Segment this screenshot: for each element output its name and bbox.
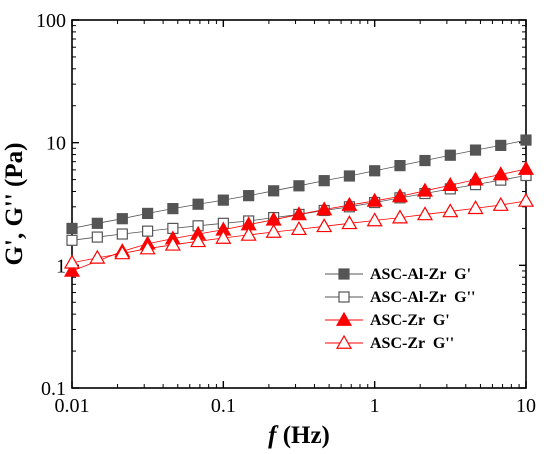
legend-item: ASC-Al-Zr G'' [325, 289, 475, 306]
data-point [164, 236, 181, 251]
data-point [416, 206, 434, 221]
data-point [343, 170, 356, 182]
y-tick-label: 1 [56, 255, 66, 277]
y-tick-label: 100 [36, 10, 66, 32]
legend-marker [338, 291, 350, 303]
plot-frame [71, 19, 527, 389]
data-point [442, 176, 459, 192]
data-point [63, 262, 81, 277]
legend-label: ASC-Al-Zr G' [370, 266, 471, 283]
data-point [167, 203, 179, 215]
x-tick-label: 0.1 [211, 395, 236, 417]
legend: ASC-Al-Zr G' ASC-Al-Zr G'' ASC-Zr G' ASC-Zr… [325, 266, 475, 352]
data-point [492, 166, 509, 181]
data-point [290, 206, 307, 221]
data-point [66, 222, 78, 235]
y-axis-label: G', G'' (Pa) [1, 143, 28, 266]
data-point [467, 171, 484, 186]
data-point [217, 194, 229, 206]
y-tick-label: 10 [46, 133, 66, 155]
data-point [419, 154, 431, 167]
data-point [341, 215, 358, 230]
data-point [91, 231, 103, 243]
legend-item: ASC-Al-Zr G' [325, 266, 471, 283]
data-point [444, 149, 456, 161]
series-0 [66, 134, 532, 235]
data-point [469, 144, 482, 156]
x-tick-label: 1 [370, 395, 380, 417]
legend-marker [335, 311, 353, 326]
x-tick-label: 0.01 [55, 395, 90, 417]
data-point [391, 209, 409, 224]
x-axis-label-rest: (Hz) [276, 422, 329, 449]
data-point [265, 223, 282, 238]
data-point [91, 217, 103, 229]
legend-item: ASC-Zr G' [325, 311, 450, 329]
data-point [492, 196, 509, 211]
data-point [290, 221, 307, 236]
data-point [495, 139, 507, 151]
data-point [116, 228, 128, 240]
data-point [240, 226, 257, 241]
data-point [116, 213, 128, 225]
legend-label: ASC-Al-Zr G'' [370, 289, 475, 306]
x-axis-label-italic: f [268, 422, 279, 449]
data-point [366, 212, 383, 227]
data-point [442, 203, 459, 218]
data-point [142, 225, 154, 237]
data-point [517, 160, 535, 175]
data-point [66, 234, 78, 246]
data-point [139, 240, 156, 255]
data-point [192, 198, 204, 210]
data-point [190, 233, 207, 248]
y-tick-label: 0.1 [41, 378, 66, 400]
data-point [316, 201, 333, 216]
data-point [89, 249, 106, 264]
data-point [394, 160, 406, 172]
data-point [316, 218, 333, 233]
data-point [215, 229, 232, 244]
data-point [243, 190, 255, 202]
data-point [366, 192, 383, 207]
data-point [341, 196, 358, 211]
legend-item: ASC-Zr G'' [325, 334, 454, 352]
data-point [318, 175, 330, 187]
series-3 [63, 192, 535, 269]
data-point [63, 254, 81, 269]
data-point [416, 182, 434, 197]
data-series [63, 134, 535, 277]
data-point [517, 192, 535, 207]
legend-marker [335, 334, 353, 349]
data-point [293, 180, 305, 192]
data-point [114, 245, 131, 260]
x-tick-label: 10 [516, 395, 536, 417]
data-point [268, 185, 280, 197]
data-point [520, 134, 532, 146]
legend-marker [338, 268, 350, 280]
data-point [467, 200, 484, 215]
x-axis-label: f (Hz) [268, 422, 330, 449]
data-point [391, 188, 409, 203]
series-2 [63, 160, 535, 277]
data-point [142, 207, 154, 220]
legend-label: ASC-Zr G' [370, 312, 450, 329]
legend-label: ASC-Zr G'' [370, 335, 454, 352]
data-point [369, 165, 381, 177]
